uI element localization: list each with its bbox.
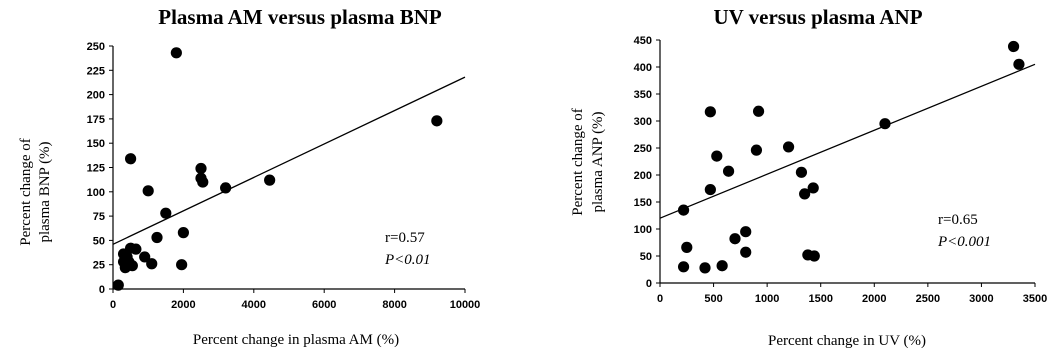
right-chart-data-point xyxy=(879,118,891,130)
left-chart-data-point xyxy=(195,162,207,175)
right-chart-y-tick-label: 200 xyxy=(634,170,652,182)
left-chart-data-point xyxy=(119,262,131,274)
left-chart-x-tick-label: 6000 xyxy=(312,299,336,311)
right-chart-y-tick-label: 400 xyxy=(634,62,652,74)
left-chart-p-value: P<0.01 xyxy=(384,252,431,268)
left-chart-y-tick-label: 250 xyxy=(87,41,105,53)
right-chart-data-point xyxy=(716,260,728,272)
right-chart-y-tick-label: 450 xyxy=(634,35,652,47)
left-chart-data-point xyxy=(142,185,154,197)
right-chart-y-label-line1: Percent change of xyxy=(570,108,586,215)
right-chart-data-point xyxy=(677,261,690,273)
left-chart-data-point xyxy=(146,258,158,270)
left-chart-data-point xyxy=(112,279,124,291)
left-chart-data-point xyxy=(125,153,137,165)
left-chart-y-label-line1: Percent change of xyxy=(18,138,34,245)
right-chart-data-point xyxy=(1013,58,1025,70)
left-chart-y-label-line2: plasma BNP (%) xyxy=(37,141,53,242)
left-chart-data-point xyxy=(264,174,276,186)
right-chart-r-value: r=0.65 xyxy=(938,212,978,228)
right-chart-y-tick-label: 50 xyxy=(640,251,652,263)
right-chart-regression-line xyxy=(659,63,1036,219)
right-chart-data-point xyxy=(795,166,808,178)
left-chart-data-point xyxy=(160,207,172,219)
left-chart-data-point xyxy=(195,172,207,184)
right-chart-data-point xyxy=(740,226,752,238)
right-chart-y-tick-label: 300 xyxy=(634,116,652,128)
left-chart-y-tick-label: 0 xyxy=(99,284,105,296)
left-chart-y-tick-label: 175 xyxy=(87,114,105,126)
right-chart-data-point xyxy=(782,141,795,153)
left-chart-data-point xyxy=(139,251,151,263)
left-chart-y-tick-label: 125 xyxy=(87,163,105,175)
right-chart-x-tick-label: 0 xyxy=(657,293,663,305)
left-chart-data-point xyxy=(170,47,182,59)
left-chart-data-point xyxy=(176,259,188,271)
right-chart-data-point xyxy=(677,204,690,216)
right-chart-panel: UV versus plasma ANP Percent change of p… xyxy=(570,5,1047,349)
right-chart-y-tick-label: 0 xyxy=(646,278,652,290)
left-chart-x-tick-label: 0 xyxy=(110,299,116,311)
left-chart-title: Plasma AM versus plasma BNP xyxy=(158,5,442,29)
right-chart-data-point xyxy=(699,262,711,274)
left-chart-x-label: Percent change in plasma AM (%) xyxy=(193,332,399,348)
left-chart-y-tick-label: 225 xyxy=(87,65,105,77)
left-chart-y-tick-label: 100 xyxy=(87,187,105,199)
left-chart-x-tick-label: 2000 xyxy=(171,299,195,311)
left-chart-data-point xyxy=(151,231,163,244)
right-chart-data-point xyxy=(704,106,716,118)
right-chart-x-tick-label: 2000 xyxy=(862,293,886,305)
right-chart-x-tick-label: 1500 xyxy=(808,293,832,305)
right-chart-data-point xyxy=(740,246,752,258)
right-chart-x-label: Percent change in UV (%) xyxy=(768,333,926,349)
right-chart-y-tick-label: 350 xyxy=(634,89,652,101)
right-chart-data-point xyxy=(729,233,741,245)
left-chart-data-point xyxy=(431,115,443,127)
left-chart-panel: Plasma AM versus plasma BNP Percent chan… xyxy=(18,5,480,348)
left-chart-x-tick-label: 4000 xyxy=(242,299,266,311)
right-chart-x-tick-label: 1000 xyxy=(755,293,779,305)
left-chart-y-tick-label: 25 xyxy=(93,260,105,272)
right-chart-x-tick-label: 3000 xyxy=(969,293,993,305)
right-chart-title: UV versus plasma ANP xyxy=(713,5,922,29)
right-chart-x-tick-label: 3500 xyxy=(1023,293,1047,305)
left-chart-data-point xyxy=(177,227,189,239)
right-chart-y-tick-label: 150 xyxy=(634,197,652,209)
right-chart-p-value: P<0.001 xyxy=(937,234,991,250)
right-chart-x-tick-label: 500 xyxy=(704,293,722,305)
right-chart-x-tick-label: 2500 xyxy=(916,293,940,305)
left-chart-y-tick-label: 150 xyxy=(87,138,105,150)
left-chart-y-tick-label: 50 xyxy=(93,235,105,247)
right-chart-data-point xyxy=(752,105,765,117)
left-chart-data-point xyxy=(220,182,232,194)
right-chart-data-point xyxy=(711,150,723,162)
right-chart-data-point xyxy=(807,182,819,194)
right-chart-data-point xyxy=(681,241,693,253)
left-chart-regression-line xyxy=(112,76,466,245)
right-chart-data-point xyxy=(1007,40,1020,53)
right-chart-y-label-line2: plasma ANP (%) xyxy=(590,111,606,212)
right-chart-data-point xyxy=(704,183,716,196)
left-chart-data-point xyxy=(130,243,142,255)
left-chart-x-tick-label: 10000 xyxy=(450,299,481,311)
right-chart-y-tick-label: 100 xyxy=(634,224,652,236)
right-chart-data-point xyxy=(808,250,820,262)
right-chart-y-tick-label: 250 xyxy=(634,143,652,155)
right-chart-data-point xyxy=(750,144,763,156)
left-chart-x-tick-label: 8000 xyxy=(382,299,406,311)
left-chart-y-tick-label: 75 xyxy=(93,211,105,223)
left-chart-y-tick-label: 200 xyxy=(87,90,105,102)
right-chart-data-point xyxy=(799,188,811,200)
right-chart-data-point xyxy=(722,165,735,177)
left-chart-r-value: r=0.57 xyxy=(385,230,425,246)
